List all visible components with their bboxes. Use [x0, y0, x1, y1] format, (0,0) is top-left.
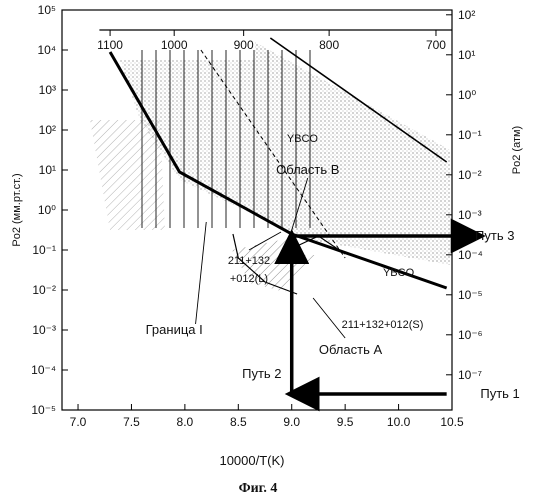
x-tick-label: 10.0 [387, 415, 411, 429]
y-right-tick-label: 10⁻⁴ [458, 248, 483, 262]
y-left-tick-label: 10⁻⁴ [31, 363, 56, 377]
x-axis-label: 10000/T(K) [219, 453, 284, 468]
annotation-label: Путь 3 [475, 228, 514, 243]
y-right-tick-label: 10⁻³ [458, 208, 482, 222]
top-axis-tick-label: 1000 [161, 38, 188, 52]
x-tick-label: 7.5 [123, 415, 140, 429]
annotation-label: YBCO [287, 133, 319, 145]
annotation-leader-line [313, 298, 345, 338]
y-left-tick-label: 10³ [39, 83, 56, 97]
y-left-axis-label: Po2 (мм.рт.ст.) [11, 173, 23, 246]
y-left-tick-label: 10⁴ [37, 43, 56, 57]
x-tick-label: 9.5 [337, 415, 354, 429]
annotation-label: Путь 1 [480, 386, 519, 401]
x-tick-label: 7.0 [70, 415, 87, 429]
x-tick-label: 8.0 [177, 415, 194, 429]
figure-caption: Фиг. 4 [239, 481, 278, 496]
annotation-label: Граница I [146, 322, 203, 337]
y-left-tick-label: 10⁻¹ [32, 243, 56, 257]
y-left-tick-label: 10⁰ [38, 203, 56, 217]
top-axis-tick-label: 800 [319, 38, 339, 52]
y-right-tick-label: 10⁻⁵ [458, 288, 483, 302]
y-left-tick-label: 10² [39, 123, 56, 137]
y-right-tick-label: 10⁻⁶ [458, 328, 483, 342]
y-right-tick-label: 10² [458, 8, 475, 22]
annotation-label: Область B [276, 162, 339, 177]
y-left-tick-label: 10⁻⁵ [31, 403, 56, 417]
top-axis-tick-label: 700 [426, 38, 446, 52]
annotation-label: 211+132+012(S) [342, 319, 424, 331]
y-left-tick-label: 10¹ [39, 163, 56, 177]
y-right-tick-label: 10¹ [458, 48, 475, 62]
annotation-label: Область A [319, 342, 383, 357]
annotation-leader-line [196, 222, 207, 324]
y-left-tick-label: 10⁵ [38, 3, 56, 17]
annotation-label: Путь 2 [242, 366, 281, 381]
top-axis-tick-label: 1100 [97, 38, 123, 52]
y-left-tick-label: 10⁻³ [32, 323, 56, 337]
y-right-tick-label: 10⁻² [458, 168, 482, 182]
y-right-tick-label: 10⁻⁷ [458, 368, 482, 382]
annotation-label: +012(L) [230, 273, 268, 285]
y-right-tick-label: 10⁻¹ [458, 128, 482, 142]
x-tick-label: 9.0 [283, 415, 300, 429]
annotation-label: 211+132 [228, 255, 270, 267]
y-left-tick-label: 10⁻² [32, 283, 56, 297]
annotation-label: YBCO [383, 267, 415, 279]
x-tick-label: 8.5 [230, 415, 247, 429]
y-right-axis-label: Po2 (атм) [511, 126, 523, 174]
top-axis-tick-label: 900 [234, 38, 254, 52]
x-tick-label: 10.5 [440, 415, 464, 429]
y-right-tick-label: 10⁰ [458, 88, 476, 102]
